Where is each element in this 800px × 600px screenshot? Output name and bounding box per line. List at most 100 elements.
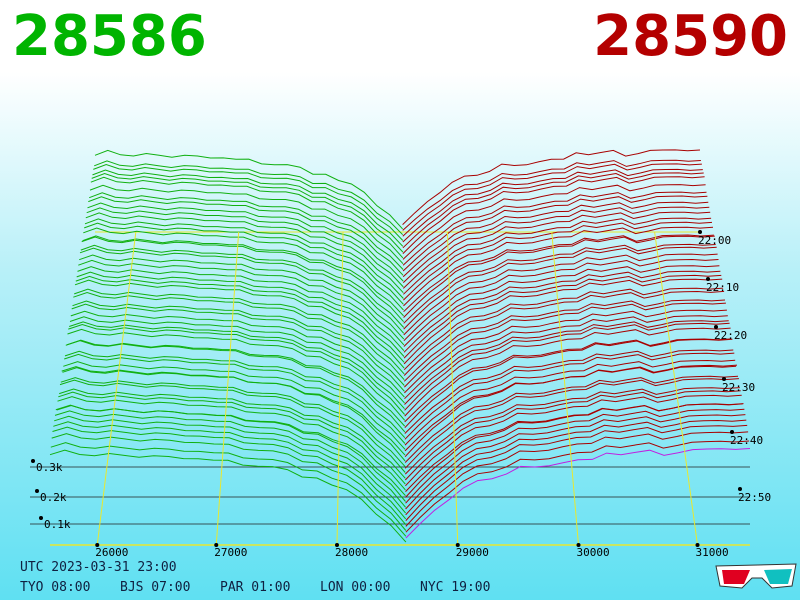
- ask-depth-line: [404, 390, 741, 481]
- ask-depth-line: [402, 172, 704, 249]
- ask-depth-line: [403, 235, 715, 318]
- price-grid: [654, 231, 698, 546]
- ask-depth-line: [404, 315, 728, 400]
- ask-depth-line: [404, 349, 734, 434]
- bid-depth-line: [70, 310, 405, 398]
- bid-depth-line: [63, 361, 406, 450]
- ask-depth-line: [403, 274, 722, 359]
- price-grid: [446, 231, 459, 546]
- ask-depth-line: [405, 403, 744, 498]
- bid-depth-line: [66, 339, 406, 427]
- ask-depth-line: [402, 149, 701, 225]
- ask-depth-line: [404, 327, 731, 417]
- utc-time: UTC 2023-03-31 23:00: [20, 560, 177, 575]
- price-tick-label: 29000: [456, 546, 489, 559]
- price-tick-label: 31000: [696, 546, 729, 559]
- ask-depth-line: [404, 322, 730, 411]
- price-tick: [95, 543, 100, 547]
- bid-depth-line: [69, 321, 405, 410]
- zone-time: PAR 01:00: [220, 580, 291, 595]
- ask-depth-line: [403, 226, 714, 307]
- bid-depth-line: [89, 192, 404, 270]
- bid-depth-line: [78, 259, 405, 346]
- ask-depth-line: [402, 211, 711, 289]
- price-grid: [336, 231, 344, 546]
- ask-depth-line: [402, 201, 709, 278]
- bid-depth-line: [69, 316, 405, 404]
- price-tick-label: 28000: [335, 546, 368, 559]
- ask-depth-line: [403, 243, 716, 324]
- price-tick-label: 27000: [214, 546, 247, 559]
- bid-depth-line: [72, 300, 405, 386]
- bid-depth-line: [77, 266, 405, 352]
- price-tick-label: 30000: [577, 546, 610, 559]
- ask-depth-line: [403, 278, 723, 365]
- ask-depth-line: [403, 234, 714, 313]
- ask-depth-line: [402, 184, 706, 260]
- ask-depth-line: [404, 378, 739, 469]
- ask-depth-line: [404, 387, 740, 475]
- ask-depth-line: [402, 176, 705, 254]
- time-tick: [722, 377, 726, 381]
- ask-depth-line: [403, 221, 713, 301]
- time-tick: [738, 487, 742, 491]
- volume-tick: [35, 489, 39, 493]
- ask-depth-line: [404, 302, 726, 388]
- ask-depth-line: [403, 258, 719, 342]
- bid-depth-line: [75, 275, 405, 363]
- bid-depth-line: [82, 235, 404, 317]
- ask-depth-line: [403, 287, 724, 371]
- time-tick-label: 22:50: [738, 491, 771, 504]
- bid-depth-line: [86, 207, 404, 288]
- volume-tick: [39, 516, 43, 520]
- bid-depth-line: [76, 271, 405, 357]
- ask-depth-line: [405, 431, 749, 527]
- ask-depth-line: [403, 253, 718, 336]
- bid-depth-line: [64, 353, 406, 444]
- price-grid: [551, 231, 579, 546]
- ask-depth-line: [403, 265, 720, 347]
- zone-time: TYO 08:00: [20, 580, 91, 595]
- price-grid: [215, 231, 240, 546]
- price-tick: [455, 543, 460, 547]
- ask-depth-line: [405, 408, 745, 504]
- price-tick-label: 26000: [95, 546, 128, 559]
- price-grid: [96, 231, 137, 546]
- bid-depth-line: [89, 184, 404, 265]
- time-tick-label: 22:30: [722, 381, 755, 394]
- bid-depth-line: [94, 160, 404, 236]
- price-tick: [695, 543, 700, 547]
- ask-depth-line: [402, 191, 707, 266]
- ask-depth-line: [403, 217, 712, 295]
- bid-depth-line: [88, 196, 404, 276]
- bid-depth-line: [73, 291, 405, 381]
- ask-depth-line: [404, 375, 739, 463]
- volume-tick-label: 0.1k: [44, 518, 71, 531]
- ask-depth-line: [405, 394, 742, 487]
- price-tick: [335, 543, 339, 547]
- bid-depth-line: [50, 442, 407, 537]
- volume-tick-label: 0.2k: [40, 491, 67, 504]
- best-ask: 28590: [593, 4, 788, 69]
- volume-tick: [31, 459, 35, 463]
- bid-depth-line: [84, 218, 404, 299]
- ask-depth-line: [403, 246, 717, 330]
- ask-depth-line: [404, 309, 727, 394]
- bid-depth-line: [74, 288, 405, 375]
- ask-depth-line: [405, 424, 748, 521]
- bid-depth-line: [58, 391, 406, 485]
- volume-tick-label: 0.3k: [36, 461, 63, 474]
- ask-depth-line: [405, 448, 751, 539]
- time-tick-label: 22:00: [698, 234, 731, 247]
- ask-depth-line: [402, 206, 710, 283]
- bid-depth-line: [84, 222, 404, 305]
- bid-depth-line: [71, 303, 405, 392]
- bid-depth-line: [91, 172, 404, 253]
- bid-depth-line: [94, 149, 403, 230]
- bid-depth-line: [49, 449, 407, 543]
- ask-depth-line: [402, 163, 702, 237]
- time-tick: [714, 325, 718, 329]
- zone-time: LON 00:00: [320, 580, 391, 595]
- ask-depth-line: [404, 338, 733, 429]
- price-tick: [576, 543, 581, 547]
